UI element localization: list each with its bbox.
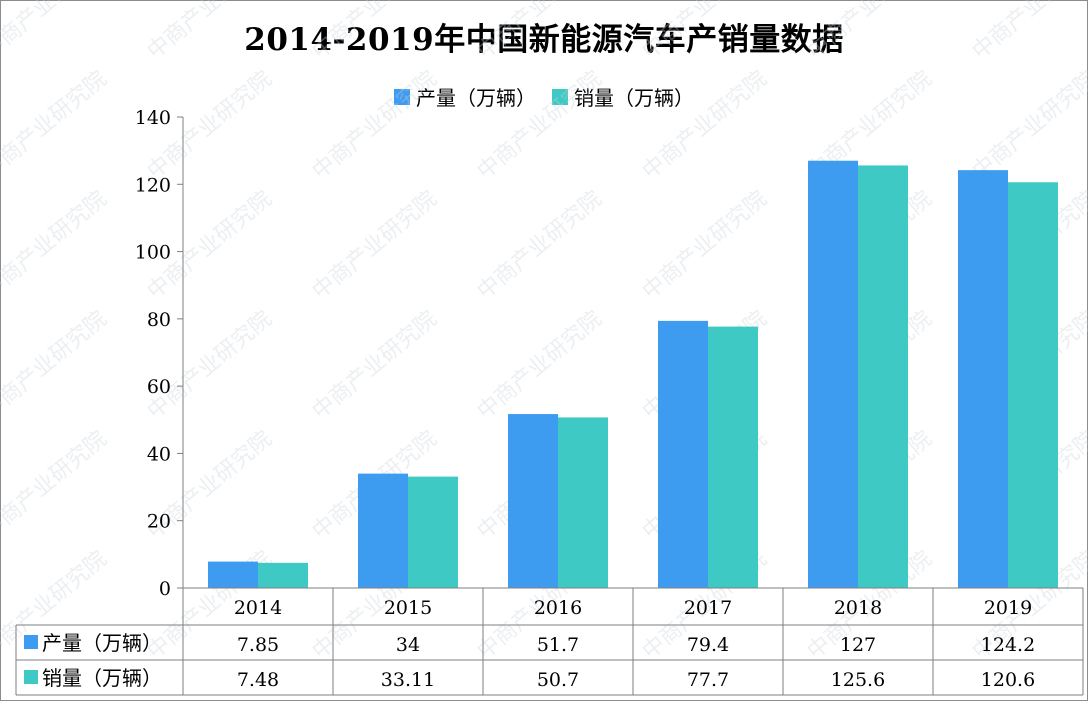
watermark-text: 中商产业研究院 [638,66,772,184]
table-row-header-sales: 销量（万辆） [42,666,162,690]
table-value-production-2018: 127 [840,634,876,656]
y-tick-label: 140 [135,107,171,129]
table-value-sales-2014: 7.48 [237,669,279,691]
watermark-text: 中商产业研究院 [0,426,112,544]
x-tick-label-2014: 2014 [234,597,282,619]
watermark-text: 中商产业研究院 [308,306,442,424]
table-key-production [24,635,38,649]
watermark-text: 中商产业研究院 [308,66,442,184]
table-value-sales-2016: 50.7 [537,669,579,691]
bar-sales-2014 [258,562,308,588]
watermark-text: 中商产业研究院 [0,0,112,65]
y-tick-label: 40 [147,443,171,465]
y-tick-label: 100 [135,242,171,264]
bar-sales-2016 [558,417,608,588]
watermark-text: 中商产业研究院 [638,0,772,65]
watermark-text: 中商产业研究院 [473,186,607,304]
bar-production-2018 [808,160,858,588]
y-tick-label: 60 [147,376,171,398]
watermark-text: 中商产业研究院 [473,0,607,65]
bar-production-2017 [658,320,708,588]
legend-item-sales: 销量（万辆） [552,82,694,111]
watermark-text: 中商产业研究院 [308,186,442,304]
chart-title: 2014-2019年中国新能源汽车产销量数据 [244,22,844,58]
watermark-text: 中商产业研究院 [0,306,112,424]
x-tick-label-2015: 2015 [384,597,432,619]
legend-item-production: 产量（万辆） [394,82,536,111]
watermark-text: 中商产业研究院 [473,306,607,424]
bar-production-2014 [208,561,258,588]
bar-sales-2017 [708,326,758,588]
legend-swatch-production [394,88,410,105]
x-tick-label-2018: 2018 [834,597,882,619]
x-tick-label-2016: 2016 [534,597,582,619]
watermark-text: 中商产业研究院 [968,66,1088,184]
watermark-text: 中商产业研究院 [0,186,112,304]
table-value-sales-2018: 125.6 [831,669,885,691]
watermark-text: 中商产业研究院 [143,0,277,65]
bar-sales-2019 [1008,182,1058,588]
table-value-production-2017: 79.4 [687,634,729,656]
watermark-text: 中商产业研究院 [638,186,772,304]
watermark-text: 中商产业研究院 [0,66,112,184]
bar-production-2016 [508,414,558,588]
legend-swatch-sales [552,88,568,105]
watermark-text: 中商产业研究院 [473,66,607,184]
table-key-sales [24,670,38,684]
table-row-header-production: 产量（万辆） [42,631,162,655]
bar-sales-2018 [858,165,908,588]
table-value-sales-2015: 33.11 [381,669,435,691]
table-value-sales-2019: 120.6 [981,669,1035,691]
table-value-production-2019: 124.2 [981,634,1035,656]
table-value-production-2015: 34 [396,634,420,656]
y-tick-label: 80 [147,309,171,331]
watermark-text: 中商产业研究院 [803,0,937,65]
y-tick-label: 0 [159,578,171,600]
legend-label-sales: 销量（万辆） [574,86,694,110]
table-value-sales-2017: 77.7 [687,669,729,691]
y-tick-label: 120 [135,174,171,196]
x-tick-label-2017: 2017 [684,597,732,619]
x-tick-label-2019: 2019 [984,597,1032,619]
bar-sales-2015 [408,476,458,588]
table-value-production-2016: 51.7 [537,634,579,656]
bar-production-2015 [358,473,408,588]
legend: 产量（万辆） 销量（万辆） [0,82,1088,111]
watermark-text: 中商产业研究院 [968,0,1088,65]
bar-production-2019 [958,170,1008,589]
y-tick-label: 20 [147,511,171,533]
watermark-text: 中商产业研究院 [308,0,442,65]
legend-label-production: 产量（万辆） [416,86,536,110]
table-value-production-2014: 7.85 [237,634,279,656]
